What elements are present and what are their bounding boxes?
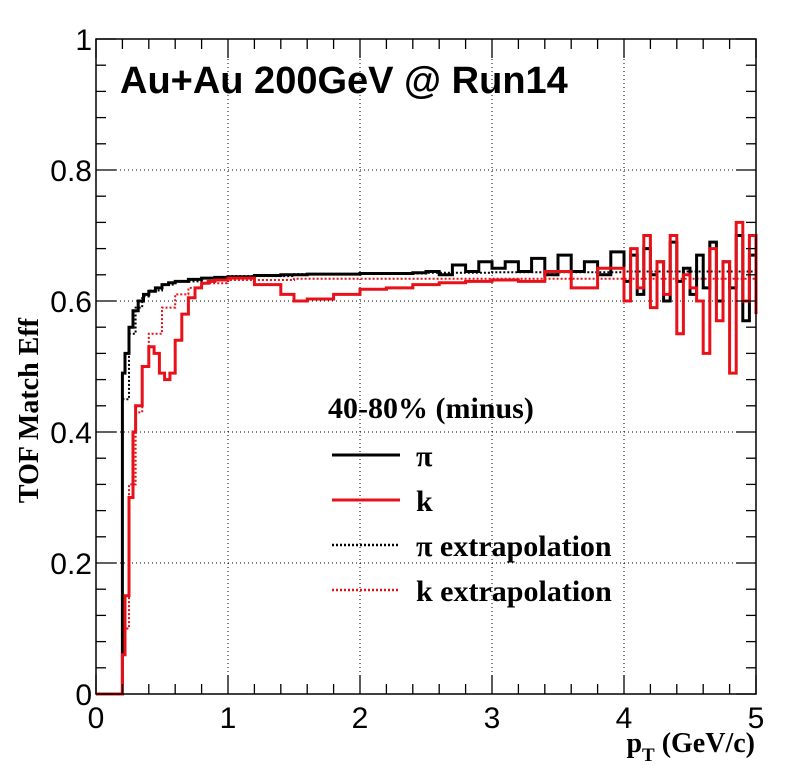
axis-ticks <box>95 38 757 695</box>
series-1-line <box>96 220 758 696</box>
x-tick-label-0: 0 <box>88 702 105 735</box>
y-tick-label-4: 0.8 <box>50 155 92 188</box>
x-tick-label-2: 2 <box>352 702 369 735</box>
x-tick-label-4: 4 <box>616 702 633 735</box>
y-tick-label-1: 0.2 <box>50 548 92 581</box>
y-tick-label-5: 1 <box>75 24 92 57</box>
series-2-line <box>122 270 756 401</box>
x-tick-label-1: 1 <box>220 702 237 735</box>
series-layer <box>96 220 758 696</box>
legend-label-1: k <box>416 485 433 518</box>
chart-title: Au+Au 200GeV @ Run14 <box>120 60 568 102</box>
x-tick-label-5: 5 <box>748 702 765 735</box>
legend-label-0: π <box>416 440 433 473</box>
y-tick-label-2: 0.4 <box>50 417 92 450</box>
x-axis-title: pT (GeV/c) <box>626 728 755 766</box>
x-axis-title-sub: T <box>642 745 655 766</box>
y-tick-label-3: 0.6 <box>50 286 92 319</box>
legend-header: 40-80% (minus) <box>328 392 534 425</box>
x-axis-title-unit: (GeV/c) <box>655 728 755 759</box>
legend-label-2: π extrapolation <box>416 530 612 563</box>
y-tick-label-0: 0 <box>75 679 92 712</box>
legend-label-3: k extrapolation <box>416 575 612 608</box>
series-3-line <box>122 277 756 630</box>
y-axis-title: TOF Match Eff <box>14 317 45 503</box>
x-tick-label-3: 3 <box>484 702 501 735</box>
plot-frame <box>95 38 757 695</box>
x-axis-title-p: p <box>626 728 642 759</box>
tick-labels: 0 1 2 3 4 5 0 0.2 0.4 0.6 0.8 1 <box>50 24 764 735</box>
legend: 40-80% (minus) πk π extrapolation k extrap… <box>328 392 612 608</box>
